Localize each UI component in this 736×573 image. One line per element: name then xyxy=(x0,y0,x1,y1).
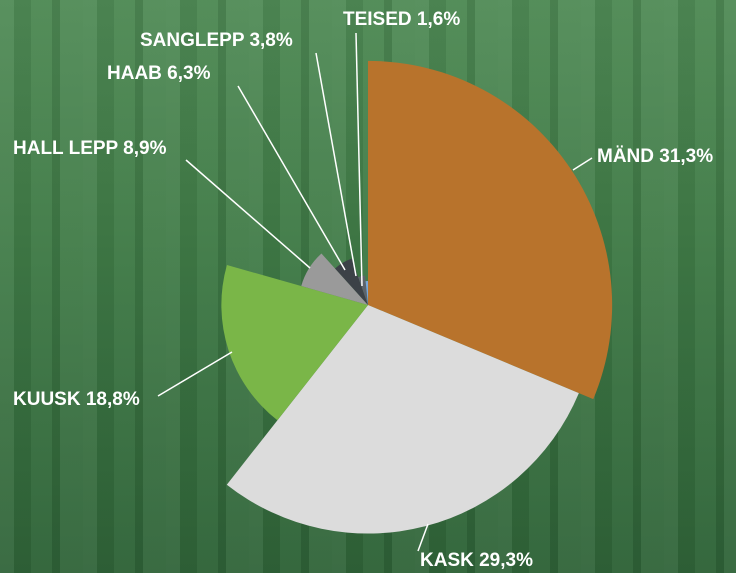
slice-label: MÄND 31,3% xyxy=(597,146,713,167)
slice-label: KUUSK 18,8% xyxy=(13,389,140,410)
leader-line xyxy=(237,85,346,271)
leader-line xyxy=(185,159,311,269)
slice-label: HAAB 6,3% xyxy=(107,63,211,84)
slice-label: KASK 29,3% xyxy=(420,550,533,571)
leader-line xyxy=(157,351,233,397)
leader-line xyxy=(315,52,357,277)
leader-line xyxy=(417,523,429,552)
pie-slice xyxy=(335,258,368,305)
pie-slice xyxy=(368,60,613,400)
slice-label: TEISED 1,6% xyxy=(343,9,460,30)
pie-slice xyxy=(358,275,368,305)
pie-slice xyxy=(226,305,579,534)
pie-slice xyxy=(221,264,368,421)
slice-label: HALL LEPP 8,9% xyxy=(13,138,167,159)
pie-slice xyxy=(301,253,368,305)
pie-slice xyxy=(365,281,368,305)
slice-label: SANGLEPP 3,8% xyxy=(140,30,293,51)
leader-line xyxy=(355,32,363,287)
leader-line xyxy=(572,157,593,171)
